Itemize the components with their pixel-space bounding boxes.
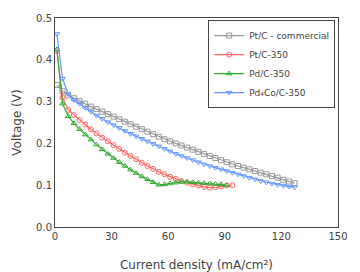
svg-text:Pt/C-350: Pt/C-350: [249, 50, 288, 60]
svg-text:Pd₄Co/C-350: Pd₄Co/C-350: [249, 88, 306, 98]
svg-text:Pd/C-350: Pd/C-350: [249, 69, 290, 79]
svg-text:90: 90: [218, 231, 231, 242]
svg-text:Current density (mA/cm²): Current density (mA/cm²): [120, 258, 273, 272]
svg-text:0.1: 0.1: [36, 180, 52, 191]
svg-text:30: 30: [105, 231, 118, 242]
svg-text:Pt/C - commercial: Pt/C - commercial: [249, 31, 329, 41]
svg-text:0.4: 0.4: [36, 54, 52, 65]
svg-text:60: 60: [162, 231, 175, 242]
svg-text:0.2: 0.2: [36, 138, 52, 149]
svg-text:150: 150: [328, 231, 347, 242]
svg-text:0.5: 0.5: [36, 13, 52, 24]
svg-text:0: 0: [52, 231, 58, 242]
svg-text:0.0: 0.0: [36, 222, 52, 233]
svg-text:120: 120: [272, 231, 291, 242]
svg-text:0.3: 0.3: [36, 96, 52, 107]
svg-text:Voltage (V): Voltage (V): [10, 89, 24, 155]
